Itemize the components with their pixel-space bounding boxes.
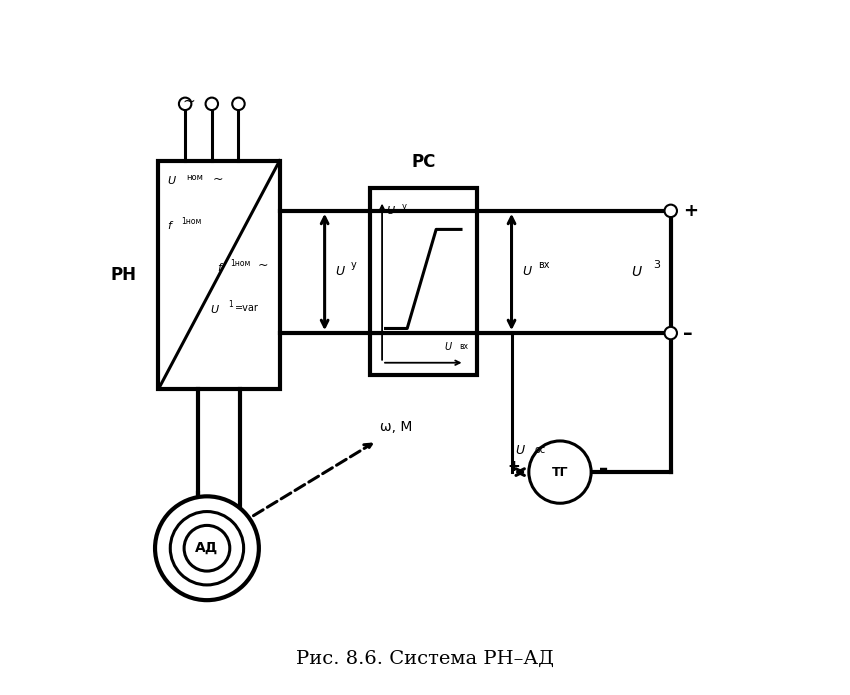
Text: $U$: $U$: [515, 444, 525, 457]
Text: 1ном: 1ном: [181, 218, 201, 227]
Text: $f$: $f$: [218, 261, 224, 273]
Text: $U$: $U$: [632, 265, 643, 279]
Text: РС: РС: [411, 153, 435, 171]
Text: $U$: $U$: [522, 265, 533, 279]
Text: y: y: [351, 260, 357, 270]
Text: $f$: $f$: [167, 220, 175, 231]
Bar: [158, 161, 280, 389]
Text: =var: =var: [235, 302, 258, 313]
Text: $U$: $U$: [335, 265, 346, 279]
Circle shape: [155, 496, 259, 600]
Circle shape: [206, 97, 218, 110]
Text: $U$: $U$: [211, 302, 220, 315]
Text: ω, M: ω, M: [380, 420, 412, 434]
Text: $U$: $U$: [444, 341, 453, 352]
Text: y: y: [401, 202, 406, 211]
Circle shape: [665, 204, 677, 217]
Circle shape: [529, 441, 591, 503]
Text: вх: вх: [459, 342, 468, 351]
Bar: [370, 188, 477, 375]
Text: $U$: $U$: [167, 174, 178, 186]
Text: ТГ: ТГ: [552, 466, 569, 479]
Circle shape: [665, 327, 677, 339]
Text: Рис. 8.6. Система РН–АД: Рис. 8.6. Система РН–АД: [296, 650, 554, 668]
Text: +: +: [683, 202, 698, 220]
Text: 1: 1: [228, 300, 232, 309]
Text: –: –: [599, 459, 608, 477]
Circle shape: [178, 97, 191, 110]
Circle shape: [232, 97, 245, 110]
Text: АД: АД: [196, 541, 218, 555]
Text: 3: 3: [654, 260, 660, 270]
Text: вх: вх: [538, 260, 549, 270]
Text: –: –: [683, 324, 693, 343]
Text: ~: ~: [182, 94, 195, 108]
Circle shape: [170, 512, 244, 585]
Text: +: +: [507, 459, 520, 474]
Text: РН: РН: [110, 265, 137, 284]
Circle shape: [184, 525, 230, 571]
Text: ос: ос: [534, 445, 546, 455]
Text: $U$: $U$: [386, 204, 395, 216]
Text: 1ном: 1ном: [230, 259, 250, 268]
Text: ~: ~: [212, 173, 223, 186]
Text: ном: ном: [186, 173, 203, 182]
Text: ~: ~: [258, 259, 268, 272]
